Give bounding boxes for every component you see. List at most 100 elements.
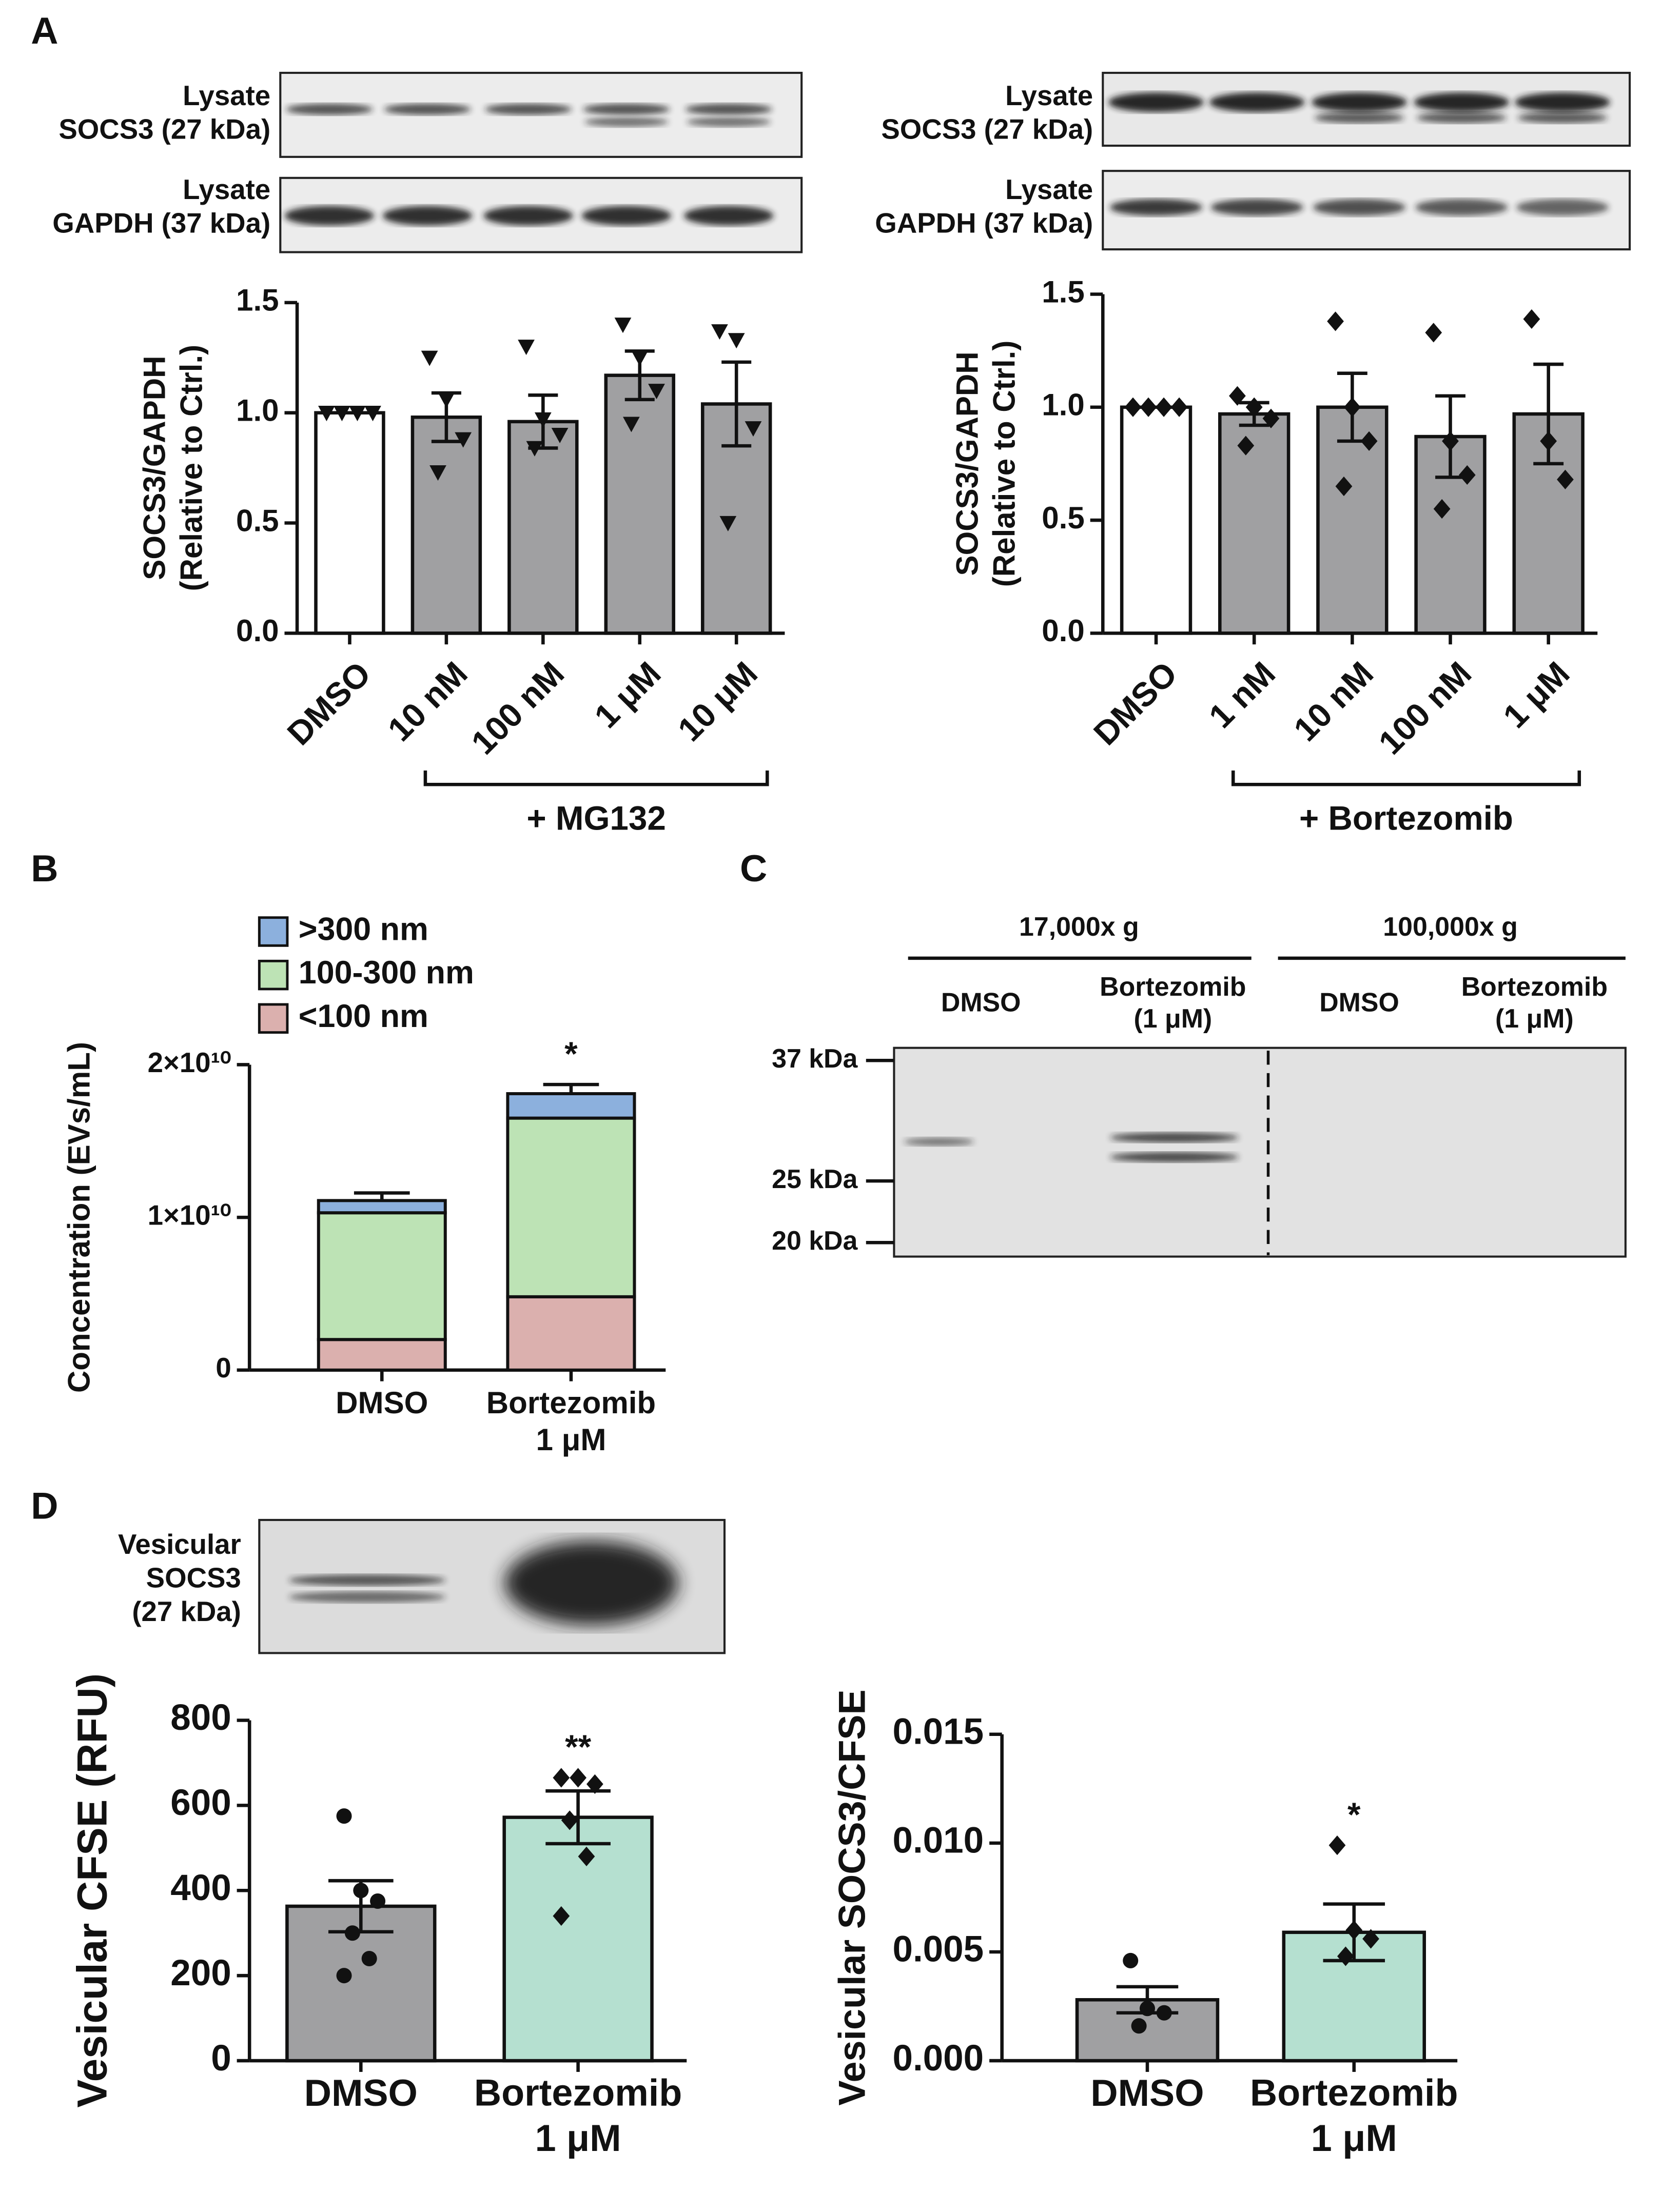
blot-band [1109, 199, 1203, 216]
x-tick-label: 1 μM [587, 655, 668, 735]
panel-label: A [31, 9, 58, 52]
blot-band [1414, 92, 1510, 112]
y-tick-label: 800 [170, 1697, 231, 1738]
blot-band [286, 104, 373, 115]
bar [604, 373, 675, 635]
x-tick-label: 10 μM [671, 655, 765, 748]
y-tick-label: 0.5 [1042, 501, 1085, 535]
x-tick-label: 100 nM [464, 655, 572, 762]
x-tick-label: DMSO [336, 1386, 428, 1420]
legend-label: 100-300 nm [299, 955, 474, 991]
panel-label: D [31, 1485, 58, 1527]
blot-band [683, 206, 774, 226]
data-point [1156, 2005, 1172, 2021]
bar-segment [506, 1295, 636, 1372]
group-label: + Bortezomib [1299, 800, 1513, 837]
blot-band [583, 104, 670, 115]
blot-band [1416, 112, 1507, 124]
y-axis-label: Vesicular SOCS3/CFSE [830, 1689, 873, 2105]
data-point [344, 1925, 360, 1941]
blot-band [288, 1574, 446, 1586]
annotation: * [1347, 1796, 1361, 1833]
data-point [1327, 311, 1344, 331]
panel-label: B [31, 847, 58, 890]
blot-band [483, 206, 574, 226]
blot-band [384, 104, 471, 115]
bar-segment [317, 1211, 447, 1341]
y-tick-label: 0.015 [892, 1712, 984, 1752]
x-tick-label: Bortezomib 1 μM [1250, 2071, 1458, 2159]
data-point [745, 421, 762, 437]
blot-band [1109, 1152, 1239, 1162]
y-tick-label: 600 [170, 1783, 231, 1823]
y-tick-label: 400 [170, 1868, 231, 1908]
legend-label: >300 nm [299, 912, 428, 947]
y-tick-label: 0.010 [892, 1821, 984, 1861]
blot-band [484, 104, 572, 115]
data-point [438, 392, 455, 408]
blot [279, 71, 803, 158]
lane-label: DMSO [1319, 988, 1399, 1017]
data-point [318, 406, 335, 422]
mw-label: 20 kDa [772, 1226, 858, 1255]
data-point [1328, 1835, 1346, 1855]
data-point [1124, 397, 1142, 417]
y-tick-label: 1.5 [1042, 274, 1085, 309]
blot-band [1209, 92, 1305, 112]
bar [507, 420, 579, 635]
legend-swatch [258, 1003, 289, 1034]
data-point [349, 406, 366, 422]
data-point [334, 406, 350, 422]
data-point [1123, 1952, 1139, 1968]
legend-label: <100 nm [299, 998, 428, 1034]
y-axis-label: Concentration (EVs/mL) [62, 1042, 96, 1393]
annotation: ** [565, 1728, 592, 1766]
lane-label: Bortezomib (1 μM) [1100, 972, 1246, 1033]
data-point [1362, 1929, 1379, 1949]
group-label: 100,000x g [1383, 912, 1517, 941]
data-point [1360, 431, 1378, 451]
data-point [534, 412, 552, 428]
bar-segment [317, 1338, 447, 1372]
lane-label: Bortezomib (1 μM) [1461, 972, 1608, 1033]
blot-band [1516, 199, 1609, 216]
data-point [1335, 476, 1353, 497]
blot-band [1108, 92, 1204, 112]
blot-band [1210, 199, 1303, 216]
y-tick-label: 2×10¹⁰ [148, 1047, 231, 1078]
blots [258, 71, 1631, 1654]
bar [410, 416, 482, 635]
mw-label: 37 kDa [772, 1043, 858, 1073]
x-tick-label: 100 nM [1372, 655, 1479, 762]
data-point [1523, 309, 1540, 329]
blot-band [284, 206, 375, 226]
y-tick-label: 0 [216, 1352, 231, 1384]
x-tick-label: 10 nM [381, 655, 475, 748]
y-tick-label: 1.0 [1042, 388, 1085, 422]
y-tick-label: 0.0 [1042, 614, 1085, 648]
data-point [1229, 386, 1246, 406]
y-tick-label: 1×10¹⁰ [148, 1200, 231, 1231]
blot-band [504, 1540, 678, 1625]
blot [893, 1046, 1627, 1258]
data-point [622, 417, 640, 432]
data-point [1425, 323, 1442, 343]
data-point [1262, 408, 1280, 428]
y-tick-label: 0.0 [236, 614, 279, 648]
y-tick-label: 0.005 [892, 1929, 984, 1970]
y-tick-label: 0 [211, 2038, 231, 2079]
blot-band [1415, 199, 1508, 216]
blot-label: Lysate SOCS3 (27 kDa) [58, 81, 270, 146]
x-tick-label: Bortezomib 1 μM [474, 2071, 682, 2159]
data-point [518, 340, 535, 356]
blot-band [1515, 92, 1610, 112]
blot-band [687, 117, 771, 127]
blot-band [904, 1137, 974, 1146]
legend-swatch [258, 916, 289, 947]
blot-band [1314, 112, 1404, 124]
blot-band [584, 117, 669, 127]
blot-band [1109, 1132, 1239, 1143]
data-point [570, 1768, 586, 1788]
data-point [336, 1808, 352, 1824]
x-tick-label: 1 nM [1202, 655, 1282, 735]
